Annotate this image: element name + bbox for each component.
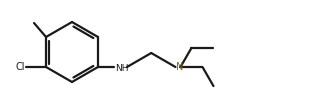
Text: NH: NH	[115, 64, 129, 73]
Text: N: N	[176, 62, 184, 72]
Text: Cl: Cl	[15, 62, 25, 72]
